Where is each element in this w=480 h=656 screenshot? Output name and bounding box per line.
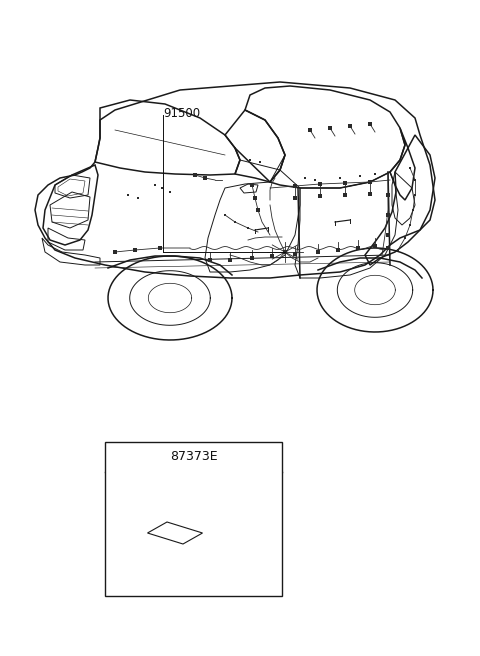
Bar — [105, 442, 282, 596]
Text: 91500: 91500 — [163, 107, 200, 120]
Text: 87373E: 87373E — [170, 451, 217, 464]
